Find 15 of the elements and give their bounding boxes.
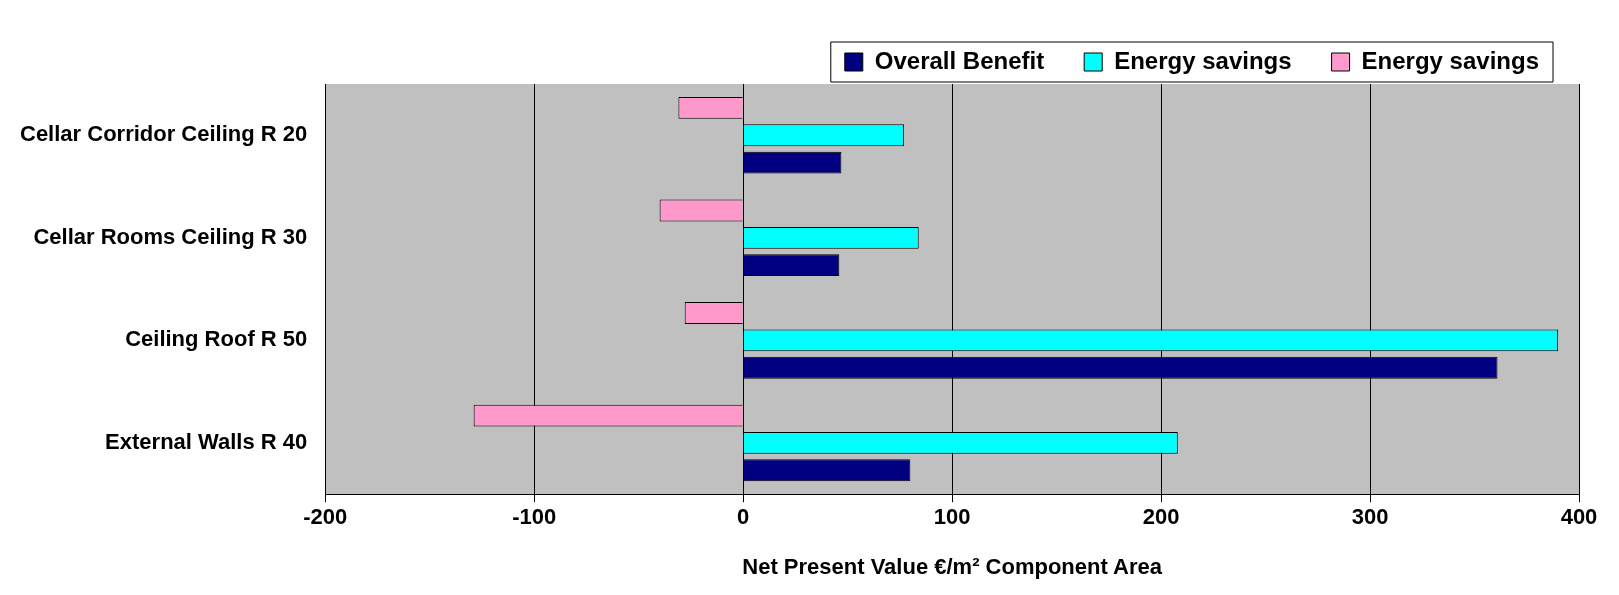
x-tick-label: 300 — [1351, 504, 1389, 530]
legend-label: Energy savings — [1114, 46, 1292, 74]
x-tick-label: -100 — [512, 504, 557, 530]
x-tick-label: 0 — [737, 504, 750, 530]
y-tick-label: External Walls R 40 — [105, 428, 308, 454]
legend-label: Overall Benefit — [874, 46, 1045, 74]
x-tick-label: 100 — [933, 504, 971, 530]
legend-label: Energy savings — [1361, 46, 1540, 74]
y-tick-label: Cellar Rooms Ceiling R 30 — [33, 223, 308, 249]
x-axis-title: Net Present Value €/m² Component Area — [742, 553, 1163, 579]
x-tick-label: 400 — [1560, 504, 1598, 530]
y-tick-label: Ceiling Roof R 50 — [125, 326, 308, 352]
y-tick-label: Cellar Corridor Ceiling R 20 — [19, 121, 308, 147]
x-tick-label: 200 — [1142, 504, 1180, 530]
x-tick-label: -200 — [303, 504, 348, 530]
